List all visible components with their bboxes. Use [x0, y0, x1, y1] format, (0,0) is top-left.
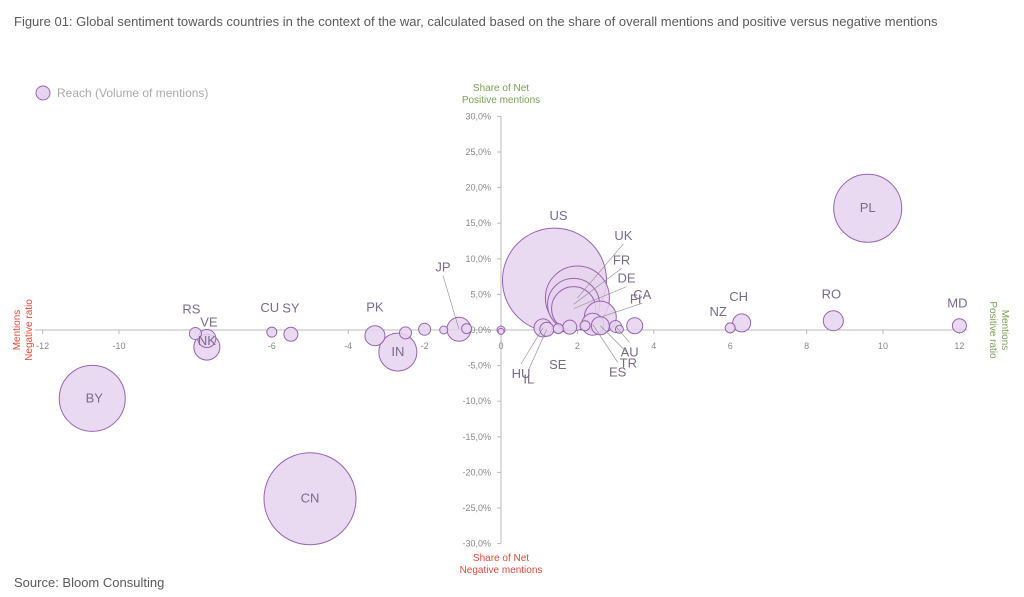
bubble	[552, 323, 564, 335]
bubble-label-fi: FI	[630, 292, 642, 307]
bubble	[418, 322, 432, 336]
figure-title: Figure 01: Global sentiment towards coun…	[14, 14, 938, 29]
figure-source: Source: Bloom Consulting	[14, 575, 165, 590]
y-tick-label: 30,0%	[465, 111, 491, 121]
bubble-label-nz: NZ	[710, 304, 727, 319]
x-tick-label: -4	[344, 341, 352, 351]
x-tick-label: 4	[651, 341, 656, 351]
x-tick-label: 10	[878, 341, 888, 351]
x-tick-label: -6	[268, 341, 276, 351]
leader-line	[600, 325, 629, 354]
axis-title-top: Share of Net	[473, 83, 529, 94]
y-tick-label: 0,0%	[470, 325, 491, 335]
bubble-label-ve: VE	[200, 315, 218, 330]
y-tick-label: 10,0%	[465, 254, 491, 264]
leader-line	[528, 329, 548, 370]
y-tick-label: -20,0%	[462, 467, 491, 477]
bubble-label-de: DE	[618, 271, 636, 286]
bubble-label-nk: NK	[198, 333, 216, 348]
bubble-nz	[724, 322, 736, 334]
leader-line	[615, 326, 630, 343]
axis-title-left: Negative ratio	[24, 299, 35, 361]
leader-line	[573, 286, 627, 309]
bubble	[461, 323, 473, 335]
legend-label: Reach (Volume of mentions)	[57, 86, 208, 100]
bubble-label-jp: JP	[435, 259, 450, 274]
x-tick-label: 6	[728, 341, 733, 351]
bubble	[497, 327, 505, 335]
bubble-label-es: ES	[609, 364, 627, 379]
y-tick-label: -25,0%	[462, 503, 491, 513]
bubble-label-md: MD	[947, 296, 967, 311]
y-tick-label: 25,0%	[465, 147, 491, 157]
bubble-cu	[266, 326, 278, 338]
leader-line	[592, 324, 618, 363]
legend-swatch	[35, 85, 51, 101]
axis-title-top: Positive mentions	[462, 95, 540, 106]
bubble-label-ca: CA	[633, 287, 651, 302]
bubble-label-pl: PL	[860, 200, 876, 215]
bubble-pl	[833, 173, 903, 243]
bubble-label-in: IN	[391, 344, 404, 359]
bubble-ro	[822, 310, 844, 332]
bubble-by	[58, 364, 126, 432]
bubble-cn	[263, 452, 357, 546]
bubble-label-rs: RS	[182, 302, 200, 317]
x-tick-label: -2	[421, 341, 429, 351]
leader-line	[573, 268, 622, 305]
axis-title-right: Mentions	[999, 310, 1010, 351]
leader-line	[520, 327, 544, 365]
y-tick-label: -30,0%	[462, 539, 491, 549]
leader-line	[442, 275, 460, 330]
axis-title-left: Mentions	[12, 310, 23, 351]
bubble-pk	[364, 325, 386, 347]
bubble-fi	[626, 317, 644, 335]
bubble	[399, 326, 412, 340]
bubble-label-by: BY	[86, 390, 104, 405]
y-tick-label: -15,0%	[462, 432, 491, 442]
y-tick-label: -5,0%	[467, 361, 491, 371]
bubble-label-fr: FR	[613, 252, 630, 267]
x-tick-label: 12	[954, 341, 964, 351]
bubble-label-tr: TR	[620, 356, 637, 371]
bubble	[614, 324, 624, 334]
leader-line	[577, 243, 624, 299]
bubble-label-sy: SY	[282, 300, 300, 315]
bubble-label-hu: HU	[512, 366, 531, 381]
bubble-label-ch: CH	[729, 289, 748, 304]
y-tick-label: -10,0%	[462, 396, 491, 406]
y-tick-label: 15,0%	[465, 218, 491, 228]
x-tick-label: -12	[36, 341, 49, 351]
bubble-label-cu: CU	[260, 300, 279, 315]
bubble-sy	[283, 326, 299, 342]
bubble-rs	[188, 327, 202, 341]
bubble-label-au: AU	[621, 344, 639, 359]
bubble-in	[378, 332, 418, 372]
bubble-label-uk: UK	[614, 228, 632, 243]
leader-line	[600, 302, 643, 318]
x-tick-label: 0	[498, 341, 503, 351]
bubble-label-pk: PK	[366, 300, 384, 315]
x-tick-label: 8	[804, 341, 809, 351]
x-tick-label: -10	[112, 341, 125, 351]
bubble-md	[951, 318, 967, 334]
x-tick-label: 2	[575, 341, 580, 351]
bubble-label-us: US	[549, 208, 567, 223]
y-tick-label: 5,0%	[470, 289, 491, 299]
bubble-label-il: IL	[523, 371, 534, 386]
bubble-ch	[732, 313, 752, 333]
y-tick-label: 20,0%	[465, 183, 491, 193]
axis-title-bottom: Share of Net	[473, 553, 529, 564]
bubble	[439, 325, 449, 335]
bubble-se	[562, 319, 578, 335]
bubble-label-ro: RO	[822, 287, 842, 302]
axis-title-right: Positive ratio	[987, 301, 998, 359]
bubble	[579, 320, 591, 332]
bubble-label-cn: CN	[301, 491, 320, 506]
axis-title-bottom: Negative mentions	[460, 565, 543, 576]
bubble-label-se: SE	[549, 357, 567, 372]
